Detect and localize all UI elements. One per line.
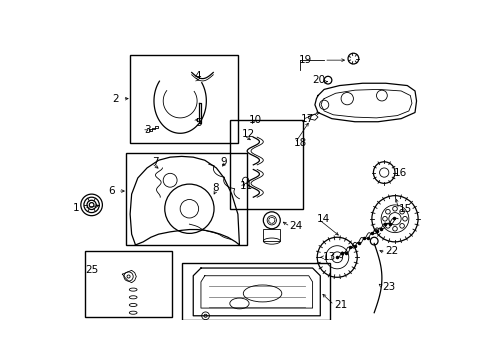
Text: 22: 22 [385,246,398,256]
Text: 3: 3 [143,125,150,135]
Bar [263,229,280,241]
Text: 9: 9 [220,157,226,167]
Text: 20: 20 [312,75,325,85]
Text: 14: 14 [316,214,329,224]
Bar [126,153,246,245]
Text: 8: 8 [212,183,219,193]
Text: 10: 10 [248,115,261,125]
Text: 1: 1 [73,203,79,213]
Text: 15: 15 [398,204,411,214]
Text: 16: 16 [393,167,406,177]
Text: 2: 2 [112,94,119,104]
Text: 17: 17 [301,114,314,123]
Bar [230,120,302,209]
Text: 12: 12 [241,129,254,139]
Text: 4: 4 [194,71,201,81]
Text: 23: 23 [381,282,394,292]
Text: 5: 5 [194,117,201,127]
Text: 25: 25 [85,265,99,275]
Text: 21: 21 [333,300,346,310]
Text: 19: 19 [298,55,311,65]
Text: 18: 18 [293,138,306,148]
Bar [85,251,171,316]
Text: 11: 11 [239,181,252,191]
Text: 6: 6 [108,186,115,196]
Bar [182,263,329,320]
Text: 13: 13 [322,252,335,262]
Text: 24: 24 [289,221,302,231]
Text: 7: 7 [151,157,158,167]
Bar [130,55,238,143]
